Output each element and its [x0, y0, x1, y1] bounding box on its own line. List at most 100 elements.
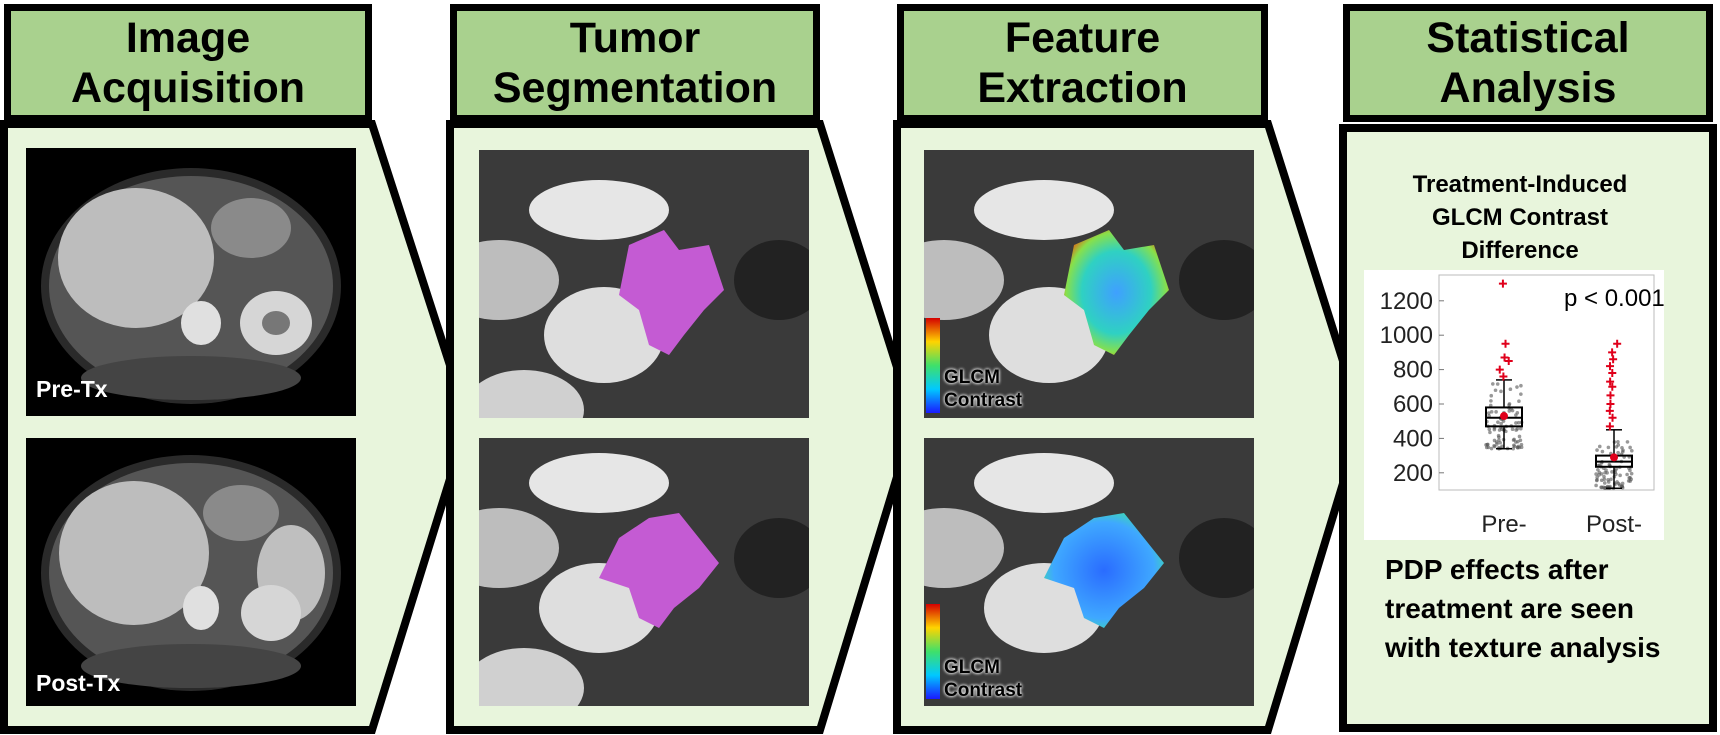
outlier-marker [1606, 400, 1615, 408]
box-plot: 200 400 600 800 1000 1200 Pre- Post- p < 0.001 [1364, 270, 1664, 540]
data-point [1616, 450, 1620, 455]
data-point [1497, 435, 1501, 440]
x-tick-label: Post- [1586, 511, 1642, 538]
data-point [1488, 403, 1493, 408]
data-point [1597, 444, 1602, 449]
y-tick-label: 1000 [1380, 322, 1433, 349]
data-point [1489, 446, 1494, 451]
data-point [1519, 442, 1524, 447]
segmentation-image-pre [479, 150, 809, 418]
data-point [1508, 387, 1513, 391]
outlier-marker [1606, 391, 1615, 400]
data-point [1497, 428, 1502, 432]
data-point [1515, 427, 1520, 431]
p-value-annotation: p < 0.001 [1564, 285, 1664, 312]
data-point [1518, 438, 1523, 443]
data-point [1510, 427, 1515, 432]
data-point [1499, 421, 1503, 426]
outlier-marker [1608, 382, 1617, 391]
data-point [1602, 481, 1607, 485]
data-point [1595, 448, 1599, 452]
tumor-mask [599, 513, 719, 628]
data-point [1606, 477, 1610, 482]
data-point [1486, 445, 1491, 450]
data-point [1594, 472, 1598, 476]
data-point [1489, 393, 1494, 398]
data-point [1495, 442, 1499, 446]
header-title: Feature Extraction [977, 14, 1188, 112]
data-point [1610, 470, 1614, 474]
data-point [1609, 477, 1613, 482]
conclusion-text: PDP effects after treatment are seen wit… [1385, 554, 1661, 663]
ct-scan-post-tx: Post-Tx [26, 438, 356, 706]
data-point [1491, 382, 1495, 386]
data-point [1519, 392, 1523, 396]
x-tick-label: Pre- [1481, 511, 1526, 538]
colorbar-label-post: GLCM Contrast [944, 657, 1023, 701]
header-statistical-analysis: Statistical Analysis [1343, 4, 1713, 122]
data-point [1616, 443, 1621, 447]
header-feature-extraction: Feature Extraction [897, 4, 1268, 122]
data-point [1488, 430, 1492, 435]
data-point [1595, 475, 1599, 480]
data-point [1621, 448, 1625, 453]
data-point [1595, 478, 1599, 482]
y-tick-label: 400 [1393, 425, 1433, 452]
outlier-marker [1606, 362, 1615, 371]
glcm-heatmap [1064, 230, 1169, 355]
data-point [1499, 389, 1503, 394]
feature-map-post [924, 438, 1254, 706]
data-point [1602, 474, 1606, 479]
data-point [1600, 449, 1605, 454]
data-point [1517, 399, 1521, 404]
data-point [1620, 481, 1625, 486]
outlier-marker [1606, 377, 1615, 386]
outlier-marker [1608, 348, 1617, 357]
outlier-marker [1608, 369, 1617, 378]
data-point [1519, 383, 1523, 388]
data-point [1628, 445, 1632, 450]
data-point [1517, 434, 1522, 439]
data-point [1618, 473, 1622, 478]
data-point [1619, 484, 1624, 489]
y-tick-label: 1200 [1380, 288, 1433, 315]
colorbar-pre [926, 318, 940, 413]
outlier-marker [1495, 365, 1504, 374]
data-point [1492, 444, 1496, 448]
ct-scan-pre-tx: Pre-Tx [26, 148, 356, 416]
outlier-marker [1608, 413, 1617, 422]
data-point [1496, 420, 1500, 424]
y-tick-label: 800 [1393, 357, 1433, 384]
plot-frame [1438, 274, 1655, 491]
glcm-heatmap [1044, 513, 1164, 628]
data-point [1607, 462, 1612, 467]
data-point [1494, 410, 1498, 414]
label-post-tx: Post-Tx [36, 670, 121, 696]
header-tumor-segmentation: Tumor Segmentation [450, 4, 820, 122]
data-point [1597, 470, 1602, 475]
data-point [1514, 413, 1518, 417]
data-point [1514, 440, 1518, 444]
outlier-marker [1609, 355, 1618, 364]
data-point [1493, 388, 1498, 393]
data-point [1511, 446, 1516, 451]
colorbar-post [926, 604, 940, 699]
mean-marker [1500, 412, 1508, 421]
data-point [1625, 440, 1630, 444]
header-title: Statistical Analysis [1426, 14, 1630, 112]
data-point [1594, 483, 1598, 488]
data-point [1606, 445, 1611, 450]
y-tick-label: 200 [1393, 460, 1433, 487]
data-point [1519, 445, 1524, 450]
segmentation-image-post [479, 438, 809, 706]
data-point [1489, 399, 1493, 403]
outlier-marker [1498, 279, 1507, 288]
data-point [1484, 443, 1488, 447]
data-point [1519, 426, 1523, 431]
outlier-marker [1605, 406, 1614, 415]
outlier-marker [1504, 357, 1513, 365]
data-point [1599, 485, 1603, 490]
data-point [1625, 472, 1629, 477]
data-point [1605, 471, 1609, 475]
data-point [1489, 410, 1494, 414]
